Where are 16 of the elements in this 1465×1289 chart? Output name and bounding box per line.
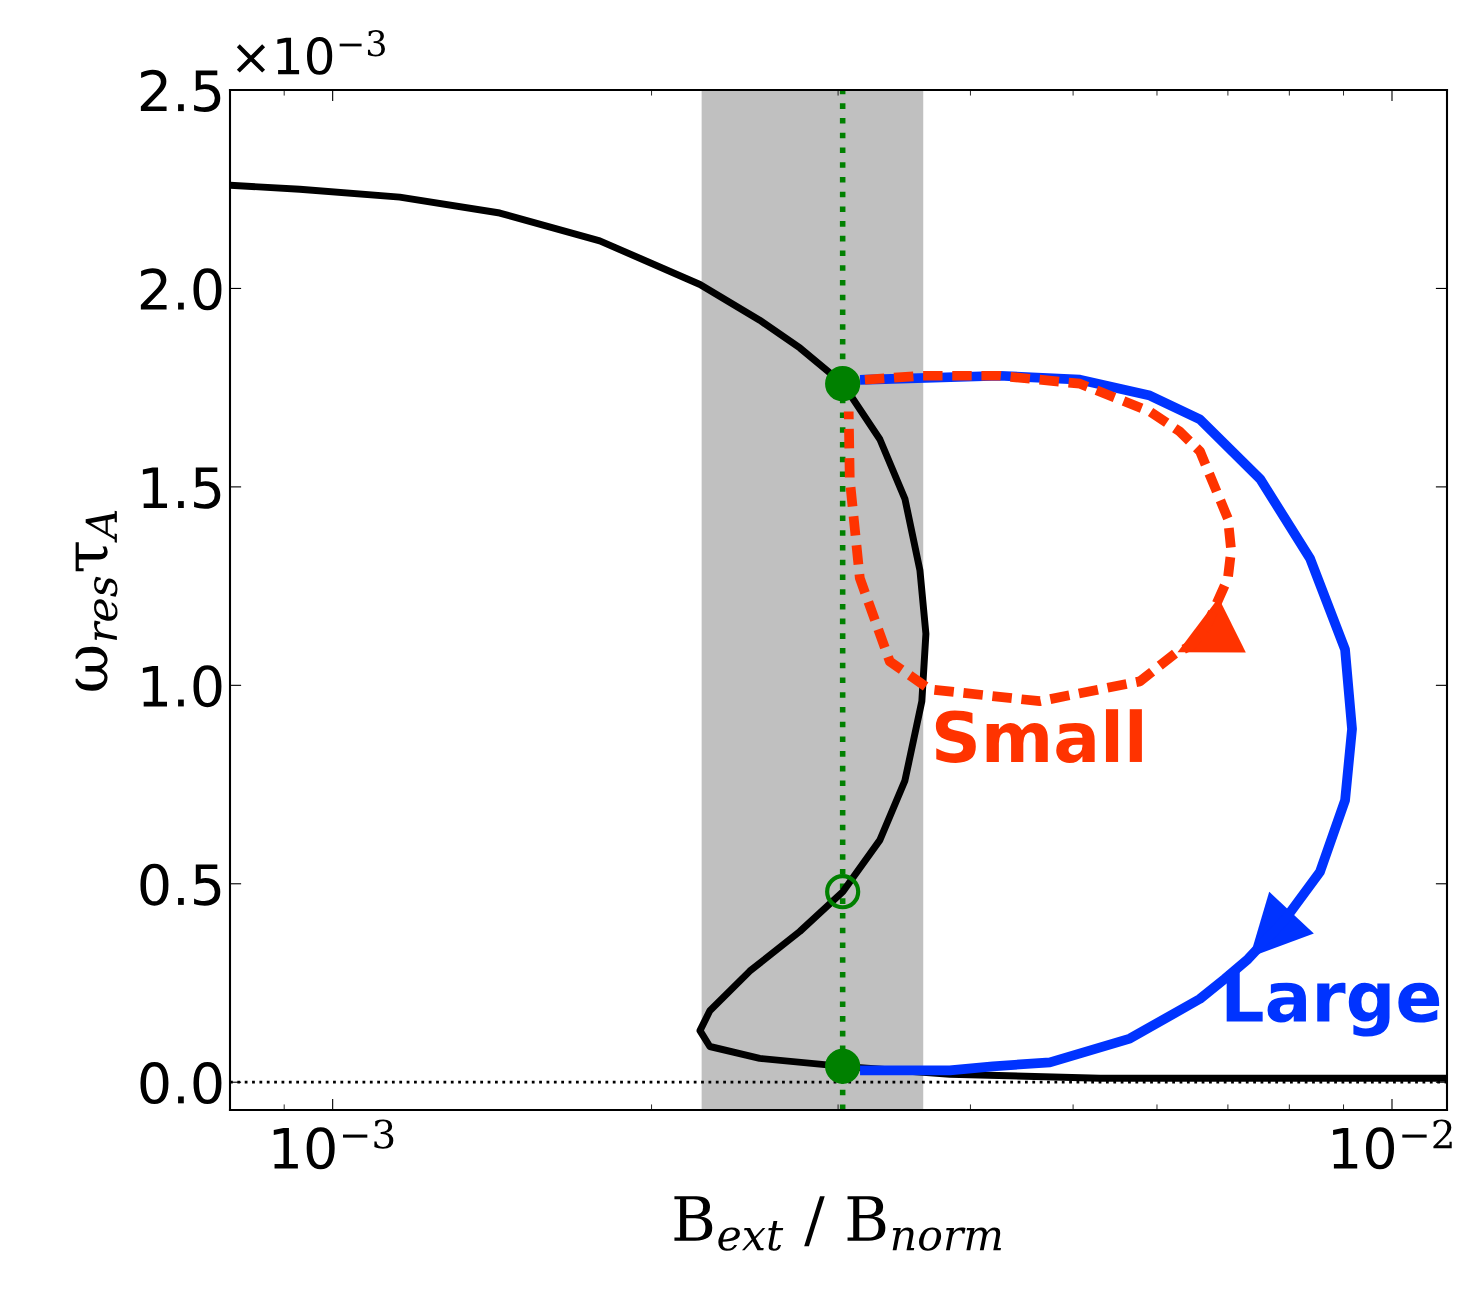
y-tick-label: 2.0: [140, 268, 222, 311]
annotation: Large: [1226, 970, 1440, 1037]
y-tick-label: 1.5: [142, 467, 221, 509]
y-tick-label: 2.5: [140, 69, 221, 112]
point: [825, 366, 861, 402]
y-tick-label: 0.0: [140, 1062, 222, 1105]
point: [825, 1048, 861, 1084]
y-axis-title: ω$_{res}$τ$_{A}$: [75, 510, 118, 691]
y-tick-label: 0.5: [140, 863, 221, 906]
x-tick-label: 10$^{−2}$: [1333, 1119, 1452, 1170]
x-tick-label: 10$^{−3}$: [273, 1119, 394, 1170]
annotation: Small: [935, 709, 1142, 763]
point: [825, 874, 861, 910]
y-tick-label: 1.0: [142, 665, 222, 708]
x-axis-title: B$_{ext}$ / B$_{norm}$: [674, 1196, 1001, 1251]
text: ×10$^{−3}$: [236, 30, 385, 75]
